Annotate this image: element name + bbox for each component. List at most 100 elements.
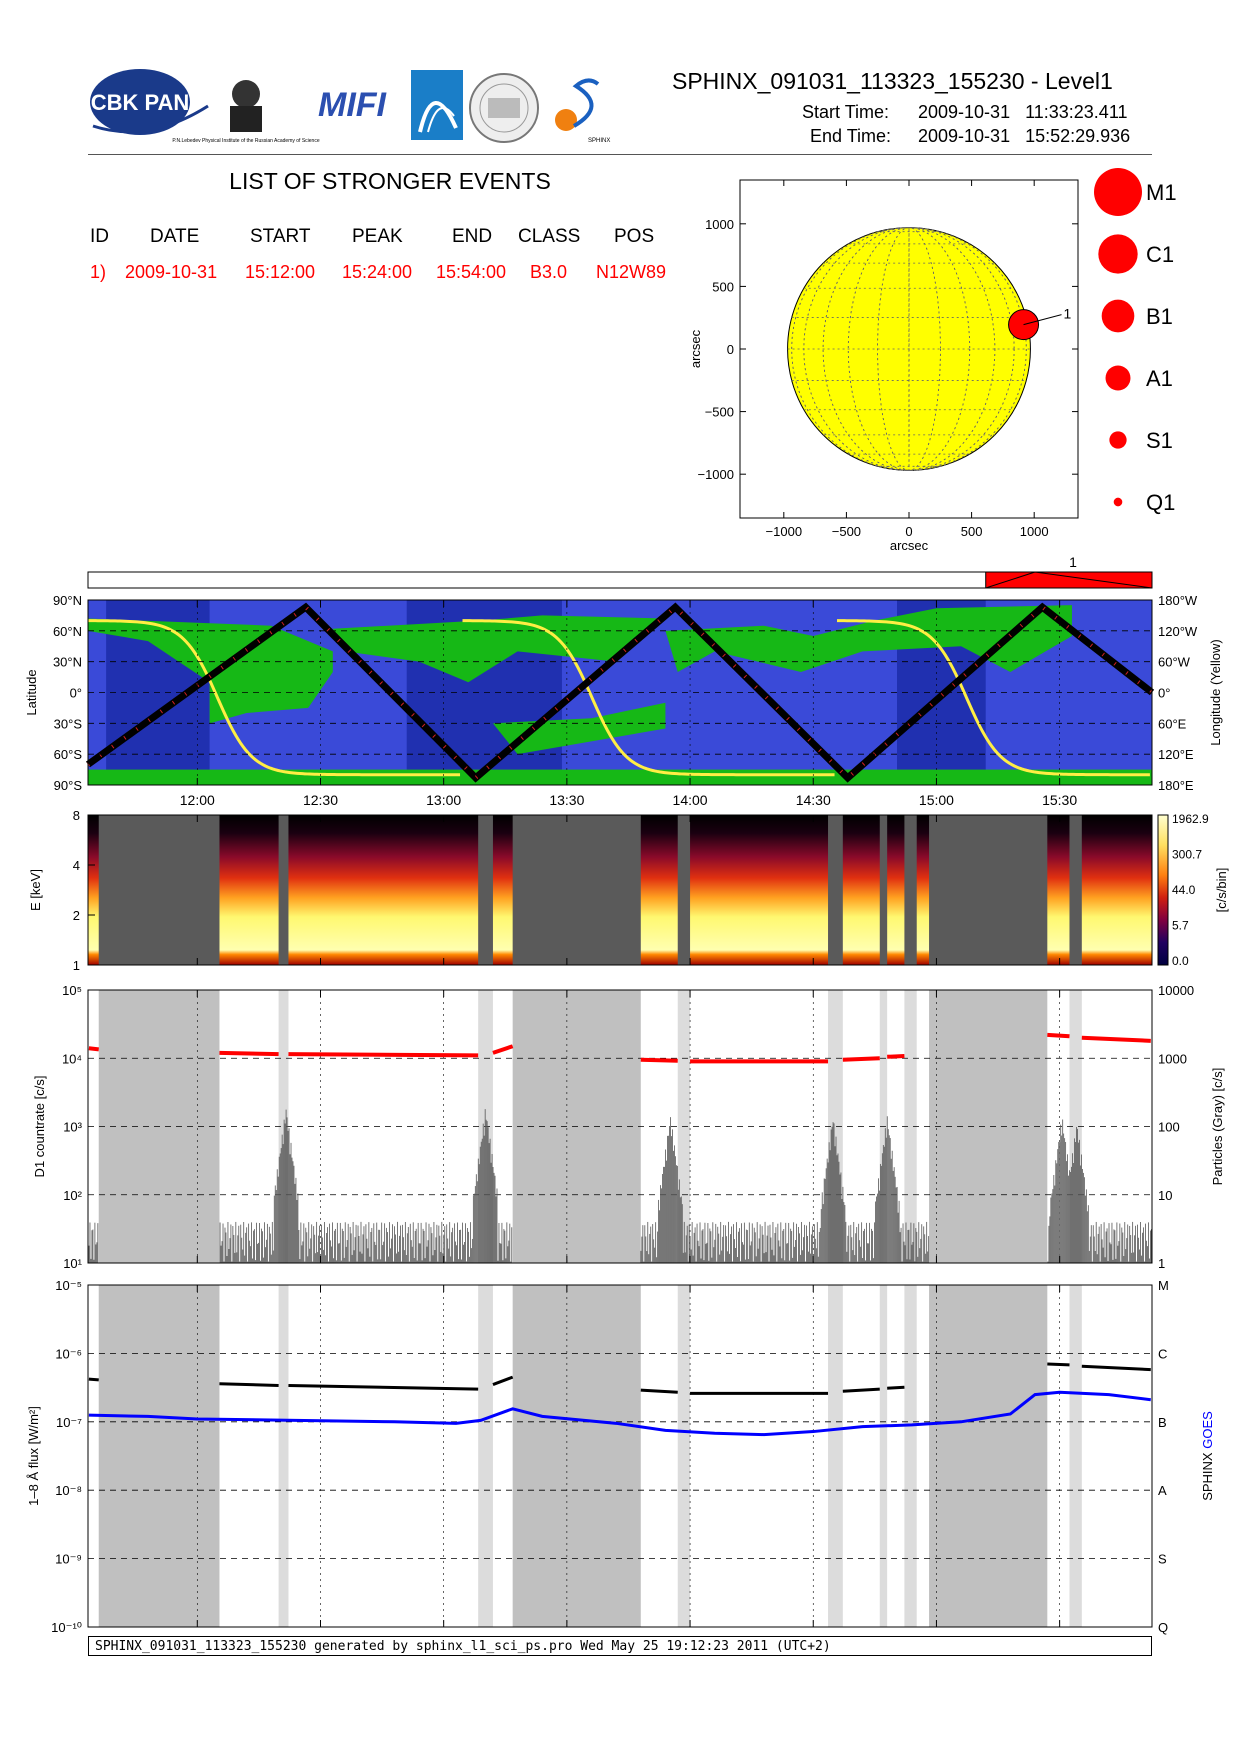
- countrate-series: [1081, 1035, 1151, 1043]
- legend-marker: [1109, 431, 1127, 449]
- spectrogram-gap: [478, 815, 493, 965]
- y-axis-label: 1–8 Å flux [W/m²]: [26, 1406, 41, 1506]
- y-tick-label: 10⁻¹⁰: [51, 1620, 82, 1635]
- svg-text:MIFI: MIFI: [318, 86, 388, 124]
- x-tick-label: 13:00: [426, 1634, 461, 1635]
- countrate-frame: [87, 989, 1153, 1264]
- flux-series-sphinx: [1081, 1364, 1151, 1372]
- y2-tick-label: 0°: [1158, 686, 1170, 701]
- y-tick-label: 1000: [705, 217, 734, 232]
- data-gap: [904, 1285, 917, 1627]
- spacecraft-logo: [411, 70, 463, 140]
- countrate-series: [492, 1044, 514, 1055]
- y-tick-label: 10⁻⁵: [55, 1278, 82, 1293]
- end-time-label: End Time:: [810, 126, 892, 146]
- y-tick-label: 0°: [70, 686, 82, 701]
- y-tick-label: 90°S: [54, 778, 83, 793]
- svg-text:P.N.Lebedev Physical Institute: P.N.Lebedev Physical Institute of the Ru…: [172, 138, 319, 144]
- flux-series-sphinx: [1047, 1362, 1070, 1367]
- start-time-value: 2009-10-31 11:33:23.411: [918, 102, 1128, 122]
- y2-label-goes: GOES: [1200, 1411, 1215, 1449]
- y2-tick-label: C: [1158, 1346, 1167, 1361]
- legend-label: B1: [1146, 304, 1173, 329]
- y2-tick-label: 10: [1158, 1188, 1172, 1203]
- data-gap: [879, 1285, 888, 1627]
- y2-tick-label: Q: [1158, 1620, 1168, 1635]
- spectrogram-gap: [828, 815, 843, 965]
- legend-marker: [1105, 365, 1131, 391]
- legend-label: A1: [1146, 366, 1173, 391]
- disk-longitude-line: [803, 227, 1015, 471]
- cbk-logo: CBK PAN: [90, 69, 209, 135]
- colorbar-tick-label: 300.7: [1172, 848, 1202, 862]
- y-tick-label: 10⁴: [62, 1051, 82, 1066]
- spectrogram-gap: [278, 815, 289, 965]
- flux-series-sphinx: [640, 1388, 678, 1394]
- y-tick-label: 30°S: [54, 716, 83, 731]
- y-tick-label: 10⁻⁶: [55, 1346, 82, 1361]
- legend-marker: [1098, 234, 1138, 274]
- colorbar-tick-label: 44.0: [1172, 883, 1196, 897]
- y2-axis-label: Particles (Gray) [c/s]: [1210, 1068, 1225, 1186]
- colorbar-tick-label: 1962.9: [1172, 812, 1209, 826]
- data-gap: [98, 1285, 220, 1627]
- spectrogram-gap: [677, 815, 691, 965]
- y-tick-label: 10⁻⁹: [55, 1552, 82, 1567]
- svg-text:CBK PAN: CBK PAN: [91, 90, 190, 115]
- y-tick-label: 10¹: [63, 1256, 82, 1271]
- countrate-series: [219, 1050, 279, 1057]
- y-tick-label: 8: [73, 808, 80, 823]
- event-span: [985, 571, 1153, 589]
- time-series-panels: 90°N 180°W 60°N 120°W 30°N 60°W 0° 0° 30°S 60°E 60…: [24, 595, 1229, 1635]
- y2-tick-label: 1000: [1158, 1051, 1187, 1066]
- event-marker-label: 1: [1064, 306, 1072, 322]
- spectrogram-gap: [98, 815, 220, 965]
- y2-tick-label: 120°W: [1158, 624, 1198, 639]
- x-tick-label: 12:00: [180, 792, 215, 808]
- countrate-series: [842, 1056, 880, 1062]
- end-time-value: 2009-10-31 15:52:29.936: [918, 126, 1131, 146]
- spectrogram-gap: [929, 815, 1048, 965]
- events-col-start: START: [250, 226, 311, 247]
- events-col-pos: POS: [614, 226, 655, 247]
- data-gap: [929, 1285, 1048, 1627]
- flux-series-goes: [88, 1390, 1151, 1437]
- legend-marker: [1094, 168, 1142, 216]
- flux-series-sphinx: [887, 1385, 905, 1390]
- seal-logo: [469, 73, 539, 143]
- page-title: SPHINX_091031_113323_155230 - Level1: [672, 68, 1113, 94]
- x-tick-label: 14:30: [796, 1634, 831, 1635]
- x-tick-label: 12:30: [303, 792, 338, 808]
- legend-label: M1: [1146, 180, 1177, 205]
- colorbar-tick-label: 5.7: [1172, 919, 1189, 933]
- y-tick-label: 10⁻⁷: [56, 1415, 82, 1430]
- x-tick-label: −500: [832, 524, 861, 539]
- start-time-label: Start Time:: [802, 102, 890, 122]
- longitude-line: [836, 619, 1150, 777]
- y-tick-label: 90°N: [53, 595, 82, 608]
- y-axis-label: D1 countrate [c/s]: [32, 1076, 47, 1178]
- countrate-series: [1047, 1032, 1070, 1039]
- x-axis-label: arcsec: [890, 538, 929, 553]
- x-tick-label: 13:30: [549, 792, 584, 808]
- y-axis-label: arcsec: [688, 329, 703, 368]
- longitude-line: [87, 619, 461, 777]
- data-gap: [278, 1285, 289, 1627]
- y-tick-label: 10²: [63, 1188, 82, 1203]
- y-tick-label: 1: [73, 958, 80, 973]
- x-tick-label: 500: [961, 524, 983, 539]
- event-bar-label: 1: [1069, 555, 1077, 570]
- legend-label: C1: [1146, 242, 1174, 267]
- countrate-series: [887, 1053, 905, 1059]
- event-timeline-bar: 1: [87, 555, 1153, 589]
- disk-longitude-line: [791, 227, 1027, 471]
- y-tick-label: 30°N: [53, 655, 82, 670]
- header-rule: [88, 154, 1152, 155]
- orbit-frame: [87, 599, 1153, 786]
- x-tick-label: 15:00: [919, 1634, 954, 1635]
- longitude-line: [462, 619, 835, 777]
- spectrogram-frame: [87, 814, 1153, 966]
- x-tick-label: 15:00: [919, 792, 954, 808]
- x-tick-label: 1000: [1020, 524, 1049, 539]
- events-col-peak: PEAK: [352, 226, 403, 247]
